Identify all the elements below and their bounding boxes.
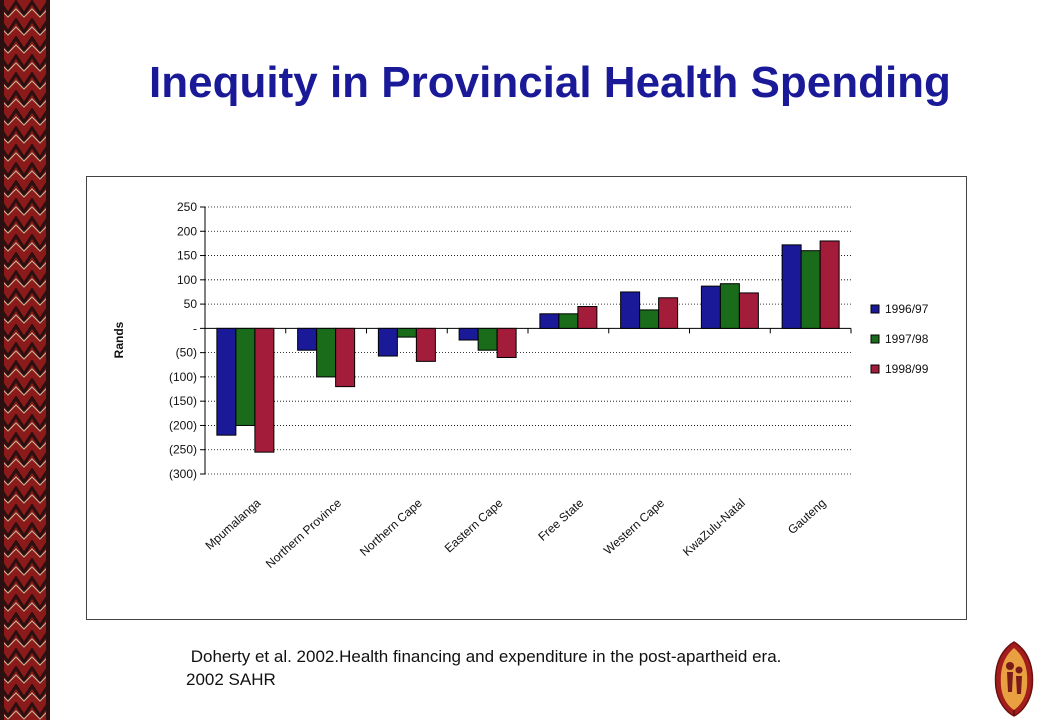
y-tick-label: (100) [169,370,197,384]
bar [800,250,821,329]
bar [254,327,275,453]
bar [377,327,398,357]
legend-swatch [870,364,880,374]
x-category-label: KwaZulu-Natal [680,496,748,559]
bar [658,297,679,329]
y-tick-label: (50) [176,346,197,360]
bar [496,327,517,358]
legend-label: 1998/99 [885,362,929,376]
bar-chart: 250 200 150 100 50 - (50) (100) (150) (200) (250) (… [112,200,929,571]
bar [415,327,436,362]
x-category-label: Gauteng [785,496,829,537]
x-category-label: Mpumalanga [202,496,263,553]
legend-swatch [870,304,880,314]
citation-line-2: 2002 SAHR [186,670,276,689]
x-category-label: Western Cape [601,496,667,558]
decorative-border-pattern [0,0,50,720]
legend-label: 1996/97 [885,302,929,316]
bar [396,327,417,338]
bar [738,292,759,329]
citation-line-1: Doherty et al. 2002.Health financing and… [186,647,782,666]
bar [539,313,560,329]
y-tick-label: 250 [177,200,197,214]
bar [297,327,318,351]
bar [639,309,660,329]
bar [235,327,256,426]
y-tick-label: (250) [169,443,197,457]
bar [819,240,840,329]
bar [620,291,641,329]
sahr-logo-icon [994,641,1034,717]
y-axis-label: Rands [112,321,126,358]
y-tick-label: (150) [169,394,197,408]
y-tick-label: 150 [177,249,197,263]
chart-frame: 250 200 150 100 50 - (50) (100) (150) (200) (250) (… [86,176,967,620]
bar [335,327,356,388]
slide-title: Inequity in Provincial Health Spending [149,58,951,107]
citation-caption: Doherty et al. 2002.Health financing and… [186,645,986,691]
legend-label: 1997/98 [885,332,929,346]
y-tick-label: - [193,321,197,335]
bar [477,327,498,351]
bar [458,327,479,341]
x-category-label: Northern Cape [357,496,425,559]
y-tick-label: 200 [177,224,197,238]
x-category-label: Eastern Cape [442,496,506,556]
bar [577,306,598,329]
y-tick-label: 50 [184,297,198,311]
x-category-label: Northern Province [263,496,344,571]
y-tick-label: (200) [169,418,197,432]
bar [781,244,802,329]
bar [216,327,237,436]
bar [558,313,579,329]
y-tick-label: 100 [177,273,197,287]
y-tick-label: (300) [169,467,197,481]
bar [719,283,740,329]
bar [700,285,721,329]
bar [316,327,337,378]
legend-swatch [870,334,880,344]
x-category-label: Free State [535,496,586,544]
